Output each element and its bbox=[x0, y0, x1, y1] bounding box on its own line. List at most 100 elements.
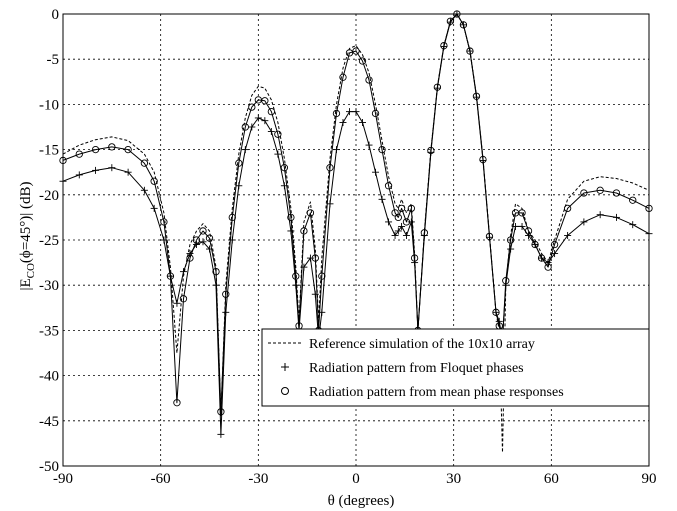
series-floquet-marker bbox=[420, 231, 428, 239]
series-floquet-marker bbox=[199, 238, 207, 246]
series-mean-phase-marker bbox=[75, 150, 83, 158]
legend-circle-marker bbox=[281, 387, 289, 395]
series-mean-phase-marker bbox=[199, 227, 207, 235]
series-mean-phase-marker bbox=[524, 227, 533, 235]
y-axis-title-main: |E bbox=[18, 278, 34, 290]
series-mean-phase-marker bbox=[124, 145, 132, 154]
series-floquet-marker bbox=[502, 281, 510, 289]
series-mean-phase-marker bbox=[140, 159, 149, 167]
series-floquet-marker bbox=[507, 245, 515, 253]
series-floquet-marker bbox=[326, 200, 334, 208]
series-mean-phase-marker bbox=[358, 57, 367, 65]
series-mean-phase-marker bbox=[186, 254, 194, 262]
x-axis-title: θ (degrees) bbox=[328, 493, 395, 509]
series-mean-phase-marker bbox=[228, 213, 236, 222]
series-floquet-marker bbox=[544, 259, 552, 267]
series-floquet-marker bbox=[311, 290, 319, 298]
series-mean-phase-marker bbox=[267, 107, 276, 116]
legend-label-floquet: Radiation pattern from Floquet phases bbox=[309, 361, 524, 376]
series-floquet-marker bbox=[160, 236, 168, 244]
series-mean-phase-marker bbox=[446, 17, 455, 25]
series-mean-phase-marker bbox=[384, 182, 393, 190]
series-floquet-marker bbox=[75, 171, 83, 179]
series-floquet-marker bbox=[459, 21, 467, 29]
series-mean-phase-marker bbox=[365, 76, 373, 84]
series-markers bbox=[59, 10, 653, 438]
series-mean-phase-marker bbox=[235, 159, 243, 167]
legend: Reference simulation of the 10x10 array … bbox=[261, 328, 650, 407]
series-floquet-marker bbox=[359, 118, 367, 126]
series-mean-phase-marker bbox=[459, 21, 468, 29]
series-mean-phase-marker bbox=[378, 145, 386, 154]
x-tick-label: -30 bbox=[248, 471, 268, 487]
series-floquet-marker bbox=[248, 123, 256, 131]
x-tick-labels: -90 -60 -30 0 30 60 90 bbox=[53, 471, 657, 487]
series-floquet-marker bbox=[629, 221, 637, 229]
y-tick-label: -15 bbox=[39, 143, 59, 159]
series-floquet-marker bbox=[254, 114, 262, 122]
y-tick-label: -5 bbox=[47, 52, 60, 68]
series-mean-phase-marker bbox=[326, 164, 334, 172]
series-floquet-marker bbox=[274, 150, 282, 158]
series-floquet-marker bbox=[365, 141, 373, 149]
y-tick-label: -35 bbox=[39, 323, 59, 339]
series-mean-phase-marker bbox=[544, 263, 552, 271]
series-mean-phase-marker bbox=[179, 295, 188, 303]
series-floquet-marker bbox=[92, 166, 100, 174]
plot-frame bbox=[62, 13, 650, 467]
y-tick-label: -20 bbox=[39, 188, 59, 204]
series-mean-phase-marker bbox=[427, 146, 435, 155]
series-floquet-marker bbox=[186, 250, 194, 258]
series-floquet-marker bbox=[564, 231, 572, 239]
series-mean-phase-marker bbox=[537, 254, 546, 262]
series-mean-phase-marker bbox=[371, 109, 380, 118]
x-tick-label: 30 bbox=[446, 471, 461, 487]
series-mean-phase-marker bbox=[173, 399, 181, 407]
series-mean-phase-marker bbox=[287, 213, 295, 222]
series-mean-phase-marker bbox=[407, 204, 415, 213]
series-mean-phase-marker bbox=[150, 177, 158, 185]
series-floquet-marker bbox=[212, 281, 220, 289]
series-mean-phase-marker bbox=[241, 123, 249, 131]
y-axis-title: |ECO(ϕ=45°)| (dB) bbox=[18, 181, 37, 290]
series-floquet-marker bbox=[512, 222, 520, 230]
series-mean-phase-marker bbox=[192, 236, 201, 244]
series-floquet-marker bbox=[261, 117, 269, 125]
series-mean-phase-marker bbox=[160, 218, 168, 226]
x-tick-label: -90 bbox=[53, 471, 73, 487]
series-mean-phase-marker bbox=[485, 232, 494, 241]
series-mean-phase-marker bbox=[217, 408, 225, 416]
y-tick-label: -45 bbox=[39, 414, 59, 430]
series-floquet-marker bbox=[339, 118, 347, 126]
series-mean-phase-marker bbox=[420, 229, 429, 237]
series-floquet-marker bbox=[551, 250, 559, 258]
y-tick-label: -10 bbox=[39, 97, 59, 113]
y-tick-label: 0 bbox=[52, 7, 60, 23]
series-floquet-marker bbox=[411, 259, 419, 267]
series-mean-phase-marker bbox=[629, 196, 637, 204]
series-mean-phase-marker bbox=[440, 41, 448, 50]
series-floquet-marker bbox=[235, 182, 243, 190]
series-floquet-marker bbox=[217, 430, 225, 438]
x-tick-label: -60 bbox=[151, 471, 171, 487]
series-floquet-marker bbox=[492, 308, 500, 316]
y-tick-label: -30 bbox=[39, 278, 59, 294]
series-mean-phase-marker bbox=[339, 73, 347, 81]
legend-plus-marker bbox=[281, 363, 289, 371]
series-mean-phase-marker bbox=[306, 209, 315, 217]
series-floquet-marker bbox=[596, 211, 604, 219]
series-floquet-marker bbox=[108, 164, 116, 172]
series-floquet-marker bbox=[612, 213, 620, 221]
y-tick-labels: 0 -5 -10 -15 -20 -25 -30 -35 -40 -45 -50 bbox=[39, 7, 59, 475]
series-mean-phase-marker bbox=[212, 267, 220, 276]
series-floquet-marker bbox=[300, 263, 308, 271]
series-mean-phase-marker bbox=[596, 186, 604, 194]
series-floquet-marker bbox=[394, 227, 402, 235]
series-mean-phase-marker bbox=[166, 272, 175, 280]
series-mean-phase-marker bbox=[492, 308, 500, 316]
series-mean-phase-marker bbox=[248, 103, 256, 111]
series-floquet-marker bbox=[402, 231, 410, 239]
legend-label-mean-phase: Radiation pattern from mean phase respon… bbox=[309, 385, 564, 400]
series-floquet-marker bbox=[179, 268, 187, 276]
series-floquet-marker bbox=[407, 218, 415, 226]
